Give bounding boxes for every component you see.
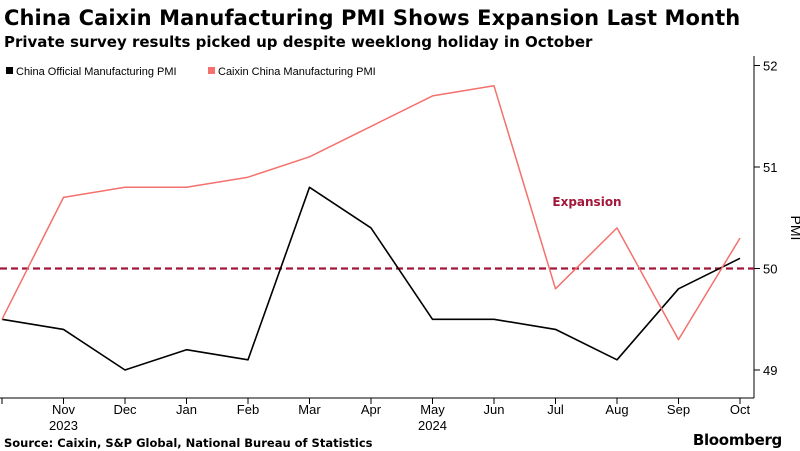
x-year-label: 2023 [49, 418, 78, 433]
legend-swatch-1 [6, 67, 13, 74]
series-line-1 [1, 186, 741, 371]
x-tick-label: Sep [667, 402, 690, 417]
x-tick-label: Jan [176, 402, 197, 417]
y-tick-label: 49 [763, 363, 777, 378]
y-tick-label: 50 [763, 262, 777, 277]
y-axis-label: PMI [788, 216, 800, 241]
reference-line-group: Expansion [0, 195, 754, 270]
legend-background [0, 60, 395, 82]
x-tick-label: Apr [361, 402, 382, 417]
axes: 49 50 51 52 PMI Nov Dec Jan Feb Mar Apr May Jun Jul Au… [0, 56, 800, 433]
series-lines [1, 85, 741, 371]
reference-line-label: Expansion [552, 195, 621, 209]
series-line-2 [1, 85, 741, 341]
x-tick-label: Nov [52, 402, 76, 417]
legend-label-1: China Official Manufacturing PMI [16, 66, 177, 78]
x-tick-label: Feb [237, 402, 259, 417]
chart-subtitle: Private survey results picked up despite… [4, 33, 593, 51]
x-tick-label: Dec [113, 402, 137, 417]
x-tick-label: May [420, 402, 445, 417]
brand-logo: Bloomberg [692, 431, 782, 449]
y-tick-label: 51 [763, 160, 777, 175]
x-tick-label: Mar [298, 402, 321, 417]
chart-title: China Caixin Manufacturing PMI Shows Exp… [4, 6, 741, 30]
x-year-label: 2024 [418, 418, 447, 433]
x-tick-label: Aug [605, 402, 628, 417]
legend-label-2: Caixin China Manufacturing PMI [218, 66, 376, 78]
x-tick-label: Oct [730, 402, 751, 417]
source-note: Source: Caixin, S&P Global, National Bur… [4, 436, 373, 450]
x-tick-label: Jul [547, 402, 564, 417]
x-tick-label: Jun [484, 402, 505, 417]
y-tick-label: 52 [763, 59, 777, 74]
legend: China Official Manufacturing PMI Caixin C… [0, 60, 395, 82]
legend-swatch-2 [208, 67, 215, 74]
